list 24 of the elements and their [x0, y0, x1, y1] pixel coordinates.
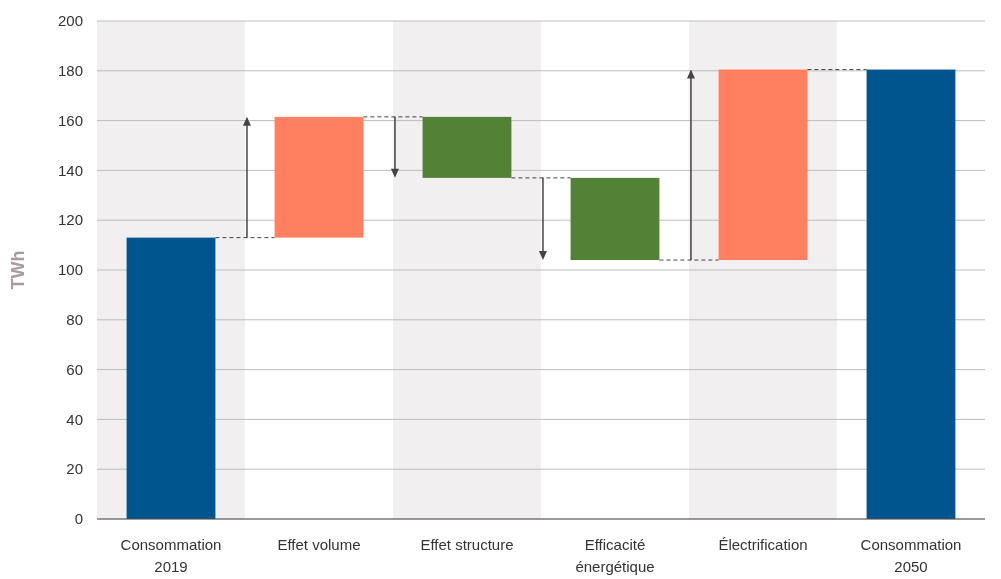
y-tick-label: 40: [66, 410, 83, 428]
x-tick-label: Efficacité énergétique: [575, 536, 655, 575]
y-tick-label: 60: [66, 360, 83, 378]
y-tick-label: 140: [57, 161, 83, 179]
bar: [866, 69, 956, 519]
x-tick-label: Consommation 2050: [860, 536, 962, 575]
bar: [718, 69, 808, 261]
y-tick-label: 120: [57, 211, 83, 229]
y-axis-title: TWh: [8, 250, 28, 290]
bar: [274, 116, 364, 238]
y-tick-label: 180: [57, 62, 83, 80]
bar: [570, 177, 660, 261]
bar: [126, 237, 216, 519]
x-tick-label: Effet volume: [277, 536, 361, 553]
y-tick-label: 100: [57, 261, 83, 279]
y-tick-label: 0: [74, 510, 83, 528]
y-tick-label: 20: [66, 460, 83, 478]
x-tick-label: Électrification: [718, 536, 808, 553]
x-tick-label: Consommation 2019: [120, 536, 222, 575]
y-tick-label: 160: [57, 111, 83, 129]
x-tick-label: Effet structure: [420, 536, 514, 553]
y-tick-label: 200: [57, 12, 83, 30]
bar: [422, 116, 512, 178]
y-tick-label: 80: [66, 311, 83, 329]
